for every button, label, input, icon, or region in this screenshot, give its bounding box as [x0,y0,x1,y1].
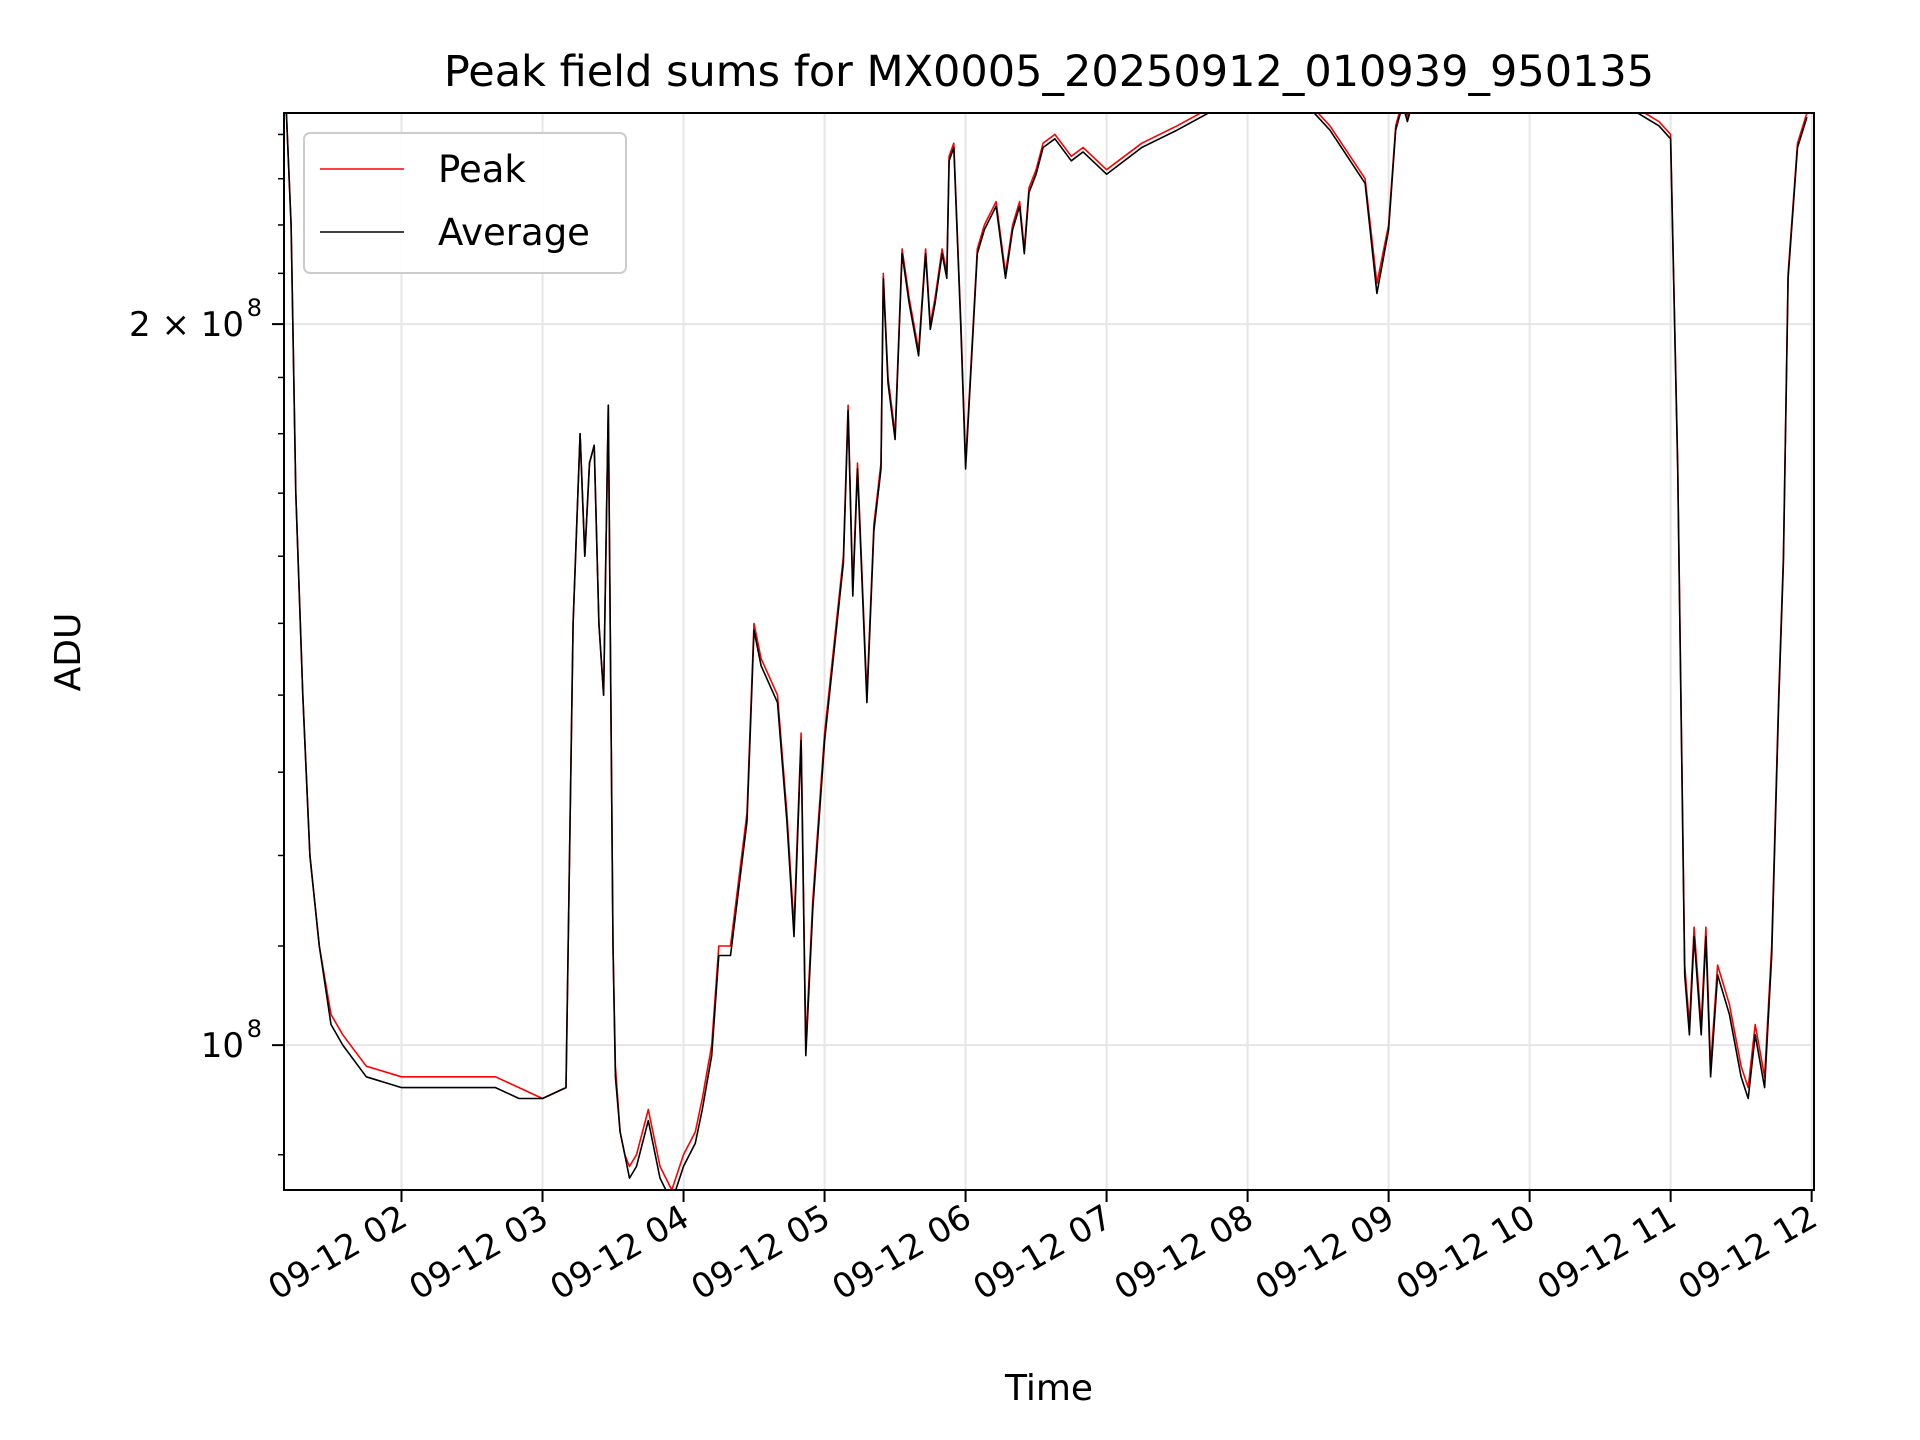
series-layer [285,113,1808,1190]
legend-label-average: Average [438,211,590,254]
x-axis-title: Time [1004,1368,1093,1409]
grid [284,113,1814,1190]
y-tick-exponent: 8 [247,294,262,322]
y-axis: 10 82 × 10 8 [129,133,284,1156]
y-axis-title: ADU [48,613,89,692]
plot-frame [283,112,1815,1191]
chart-title: Peak field sums for MX0005_20250912_0109… [444,47,1654,97]
legend-box [303,132,627,274]
series-line-average [285,113,1808,1190]
legend-label-peak: Peak [438,148,526,191]
y-tick-label: 10 [201,1026,244,1066]
y-tick-exponent: 8 [247,1015,262,1043]
y-tick-label: 2 × 10 [129,305,244,345]
legend: Peak Average [303,132,627,274]
